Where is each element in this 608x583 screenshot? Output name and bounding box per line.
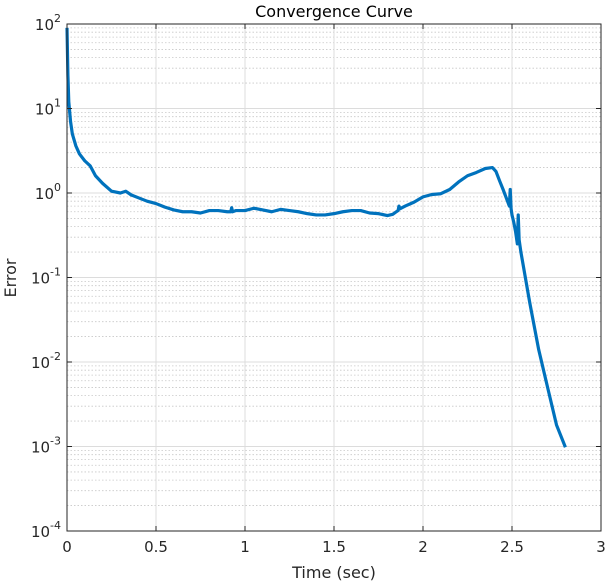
x-axis-ticks: 0 0.5 1 1.5 2 2.5 3 [62,24,606,556]
x-tick-label: 0 [62,538,72,556]
y-tick-label: 10-1 [31,266,61,288]
y-tick-label: 10-2 [31,350,61,372]
x-tick-label: 2.5 [500,538,524,556]
y-tick-label: 10-4 [31,519,61,541]
series-layer [65,27,567,448]
y-tick-label: 101 [35,97,61,119]
x-tick-label: 1 [240,538,250,556]
x-tick-label: 1.5 [322,538,346,556]
x-tick-label: 0.5 [144,538,168,556]
x-tick-label: 3 [596,538,606,556]
y-tick-label: 10-3 [31,435,61,457]
x-axis-label: Time (sec) [291,563,376,582]
y-tick-label: 102 [35,12,61,34]
chart-title: Convergence Curve [255,2,413,21]
y-tick-label: 100 [35,181,61,203]
convergence-line [65,27,567,448]
x-tick-label: 2 [418,538,428,556]
y-axis-label: Error [1,258,20,297]
y-axis-ticks: 10-4 10-3 10-2 10-1 100 101 102 [31,12,601,541]
